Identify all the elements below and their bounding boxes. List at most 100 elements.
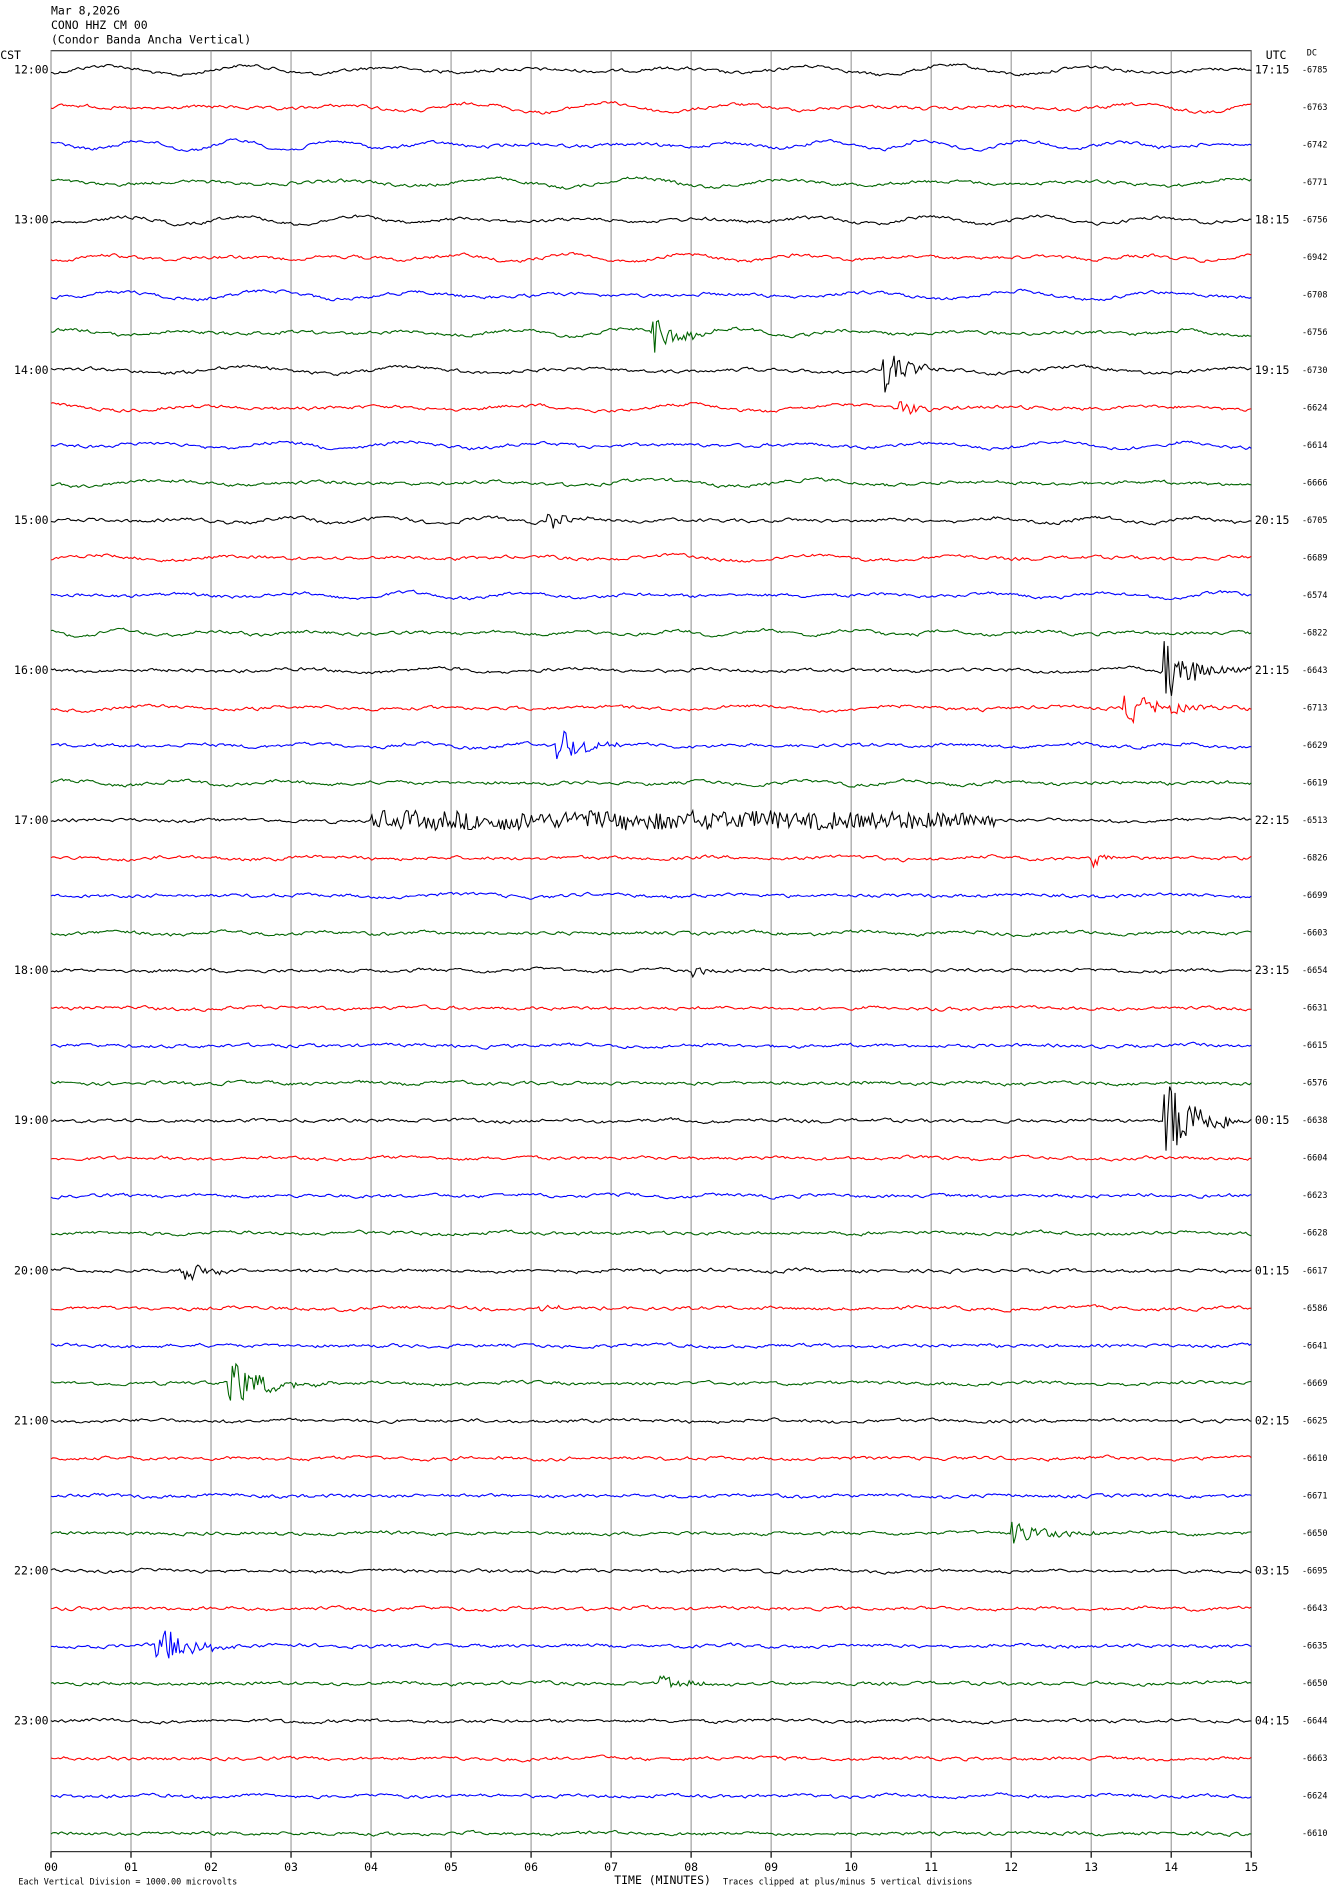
trace [50,695,1252,725]
x-tick-label: 09 [764,1860,778,1874]
dc-value: -6730 [1302,365,1327,375]
trace [50,1754,1252,1763]
trace [50,176,1252,190]
trace [50,853,1252,869]
utc-time: 18:15 [1255,213,1290,227]
dc-value: -6625 [1302,1415,1327,1425]
trace [50,929,1252,938]
dc-value: -6641 [1302,1340,1327,1350]
dc-value: -6671 [1302,1490,1327,1500]
utc-time: 03:15 [1255,1563,1290,1577]
x-tick-label: 07 [604,1860,618,1874]
cst-time: 23:00 [14,1714,49,1728]
trace [50,1792,1252,1800]
dc-value: -6624 [1302,402,1327,412]
x-tick-label: 08 [684,1860,698,1874]
clip-note: Traces clipped at plus/minus 5 vertical … [723,1876,972,1886]
x-tick-label: 11 [924,1860,938,1874]
trace [50,1229,1252,1237]
dc-value: -6771 [1302,177,1327,187]
trace [50,1079,1252,1087]
trace [50,627,1252,638]
trace [50,251,1252,263]
trace [50,1829,1252,1837]
trace [50,1454,1252,1462]
dc-value: -6650 [1302,1528,1327,1538]
dc-value: -6942 [1302,252,1327,262]
utc-time: 20:15 [1255,513,1290,527]
dc-value: -6603 [1302,928,1327,938]
x-tick-label: 02 [204,1860,218,1874]
scale-note: Each Vertical Division = 1000.00 microvo… [18,1876,237,1886]
utc-time: 01:15 [1255,1263,1290,1277]
trace [50,808,1252,832]
dc-value: -6615 [1302,1040,1327,1050]
trace [50,1417,1252,1425]
trace [50,1717,1252,1725]
cst-time: 19:00 [14,1113,49,1127]
utc-time: 17:15 [1255,63,1290,77]
x-tick-label: 06 [524,1860,538,1874]
dc-value: -6610 [1302,1828,1327,1838]
dc-value: -6576 [1302,1078,1327,1088]
dc-value: -6629 [1302,740,1327,750]
trace [50,1192,1252,1200]
trace [50,552,1252,563]
dc-value: -6644 [1302,1716,1327,1726]
trace [50,1041,1252,1050]
date: Mar 8,2026 [51,3,120,17]
x-tick-label: 12 [1004,1860,1018,1874]
description: (Condor Banda Ancha Vertical) [51,32,251,46]
dc-value: -6669 [1302,1378,1327,1388]
dc-value: -6763 [1302,102,1327,112]
trace [50,1521,1252,1544]
x-tick-label: 10 [844,1860,858,1874]
x-tick-label: 01 [124,1860,138,1874]
dc-value: -6650 [1302,1678,1327,1688]
cst-time: 13:00 [14,213,49,227]
dc-value: -6742 [1302,140,1327,150]
x-tick-label: 04 [364,1860,378,1874]
trace [50,439,1252,451]
trace [50,476,1252,489]
dc-value: -6623 [1302,1190,1327,1200]
cst-time: 12:00 [14,63,49,77]
dc-value: -6604 [1302,1153,1327,1163]
utc-time: 04:15 [1255,1714,1290,1728]
station: CONO HHZ CM 00 [51,18,148,32]
cst-time: 20:00 [14,1263,49,1277]
dc-value: -6708 [1302,290,1327,300]
utc-time: 22:15 [1255,813,1290,827]
dc-value: -6705 [1302,515,1327,525]
utc-time: 00:15 [1255,1113,1290,1127]
x-axis-label: TIME (MINUTES) [614,1873,711,1887]
trace [50,138,1252,153]
x-tick-label: 15 [1244,1860,1258,1874]
trace [50,1004,1252,1012]
dc-value: -6713 [1302,702,1327,712]
dc-value: -6695 [1302,1565,1327,1575]
trace [50,641,1252,696]
dc-value: -6638 [1302,1115,1327,1125]
trace [50,589,1252,601]
dc-value: -6586 [1302,1303,1327,1313]
cst-time: 21:00 [14,1413,49,1427]
dc-value: -6699 [1302,890,1327,900]
trace [50,513,1252,529]
dc-value: -6617 [1302,1265,1327,1275]
trace [50,1630,1252,1659]
dc-value: -6756 [1302,327,1327,337]
utc-label: UTC [1266,48,1287,62]
cst-time: 15:00 [14,513,49,527]
trace [50,319,1252,353]
dc-value: -6666 [1302,477,1327,487]
trace [50,214,1252,227]
dc-value: -6643 [1302,1603,1327,1613]
trace [50,1304,1252,1313]
dc-value: -6663 [1302,1753,1327,1763]
dc-value: -6689 [1302,552,1327,562]
trace [50,730,1252,760]
cst-label: CST [0,48,21,62]
